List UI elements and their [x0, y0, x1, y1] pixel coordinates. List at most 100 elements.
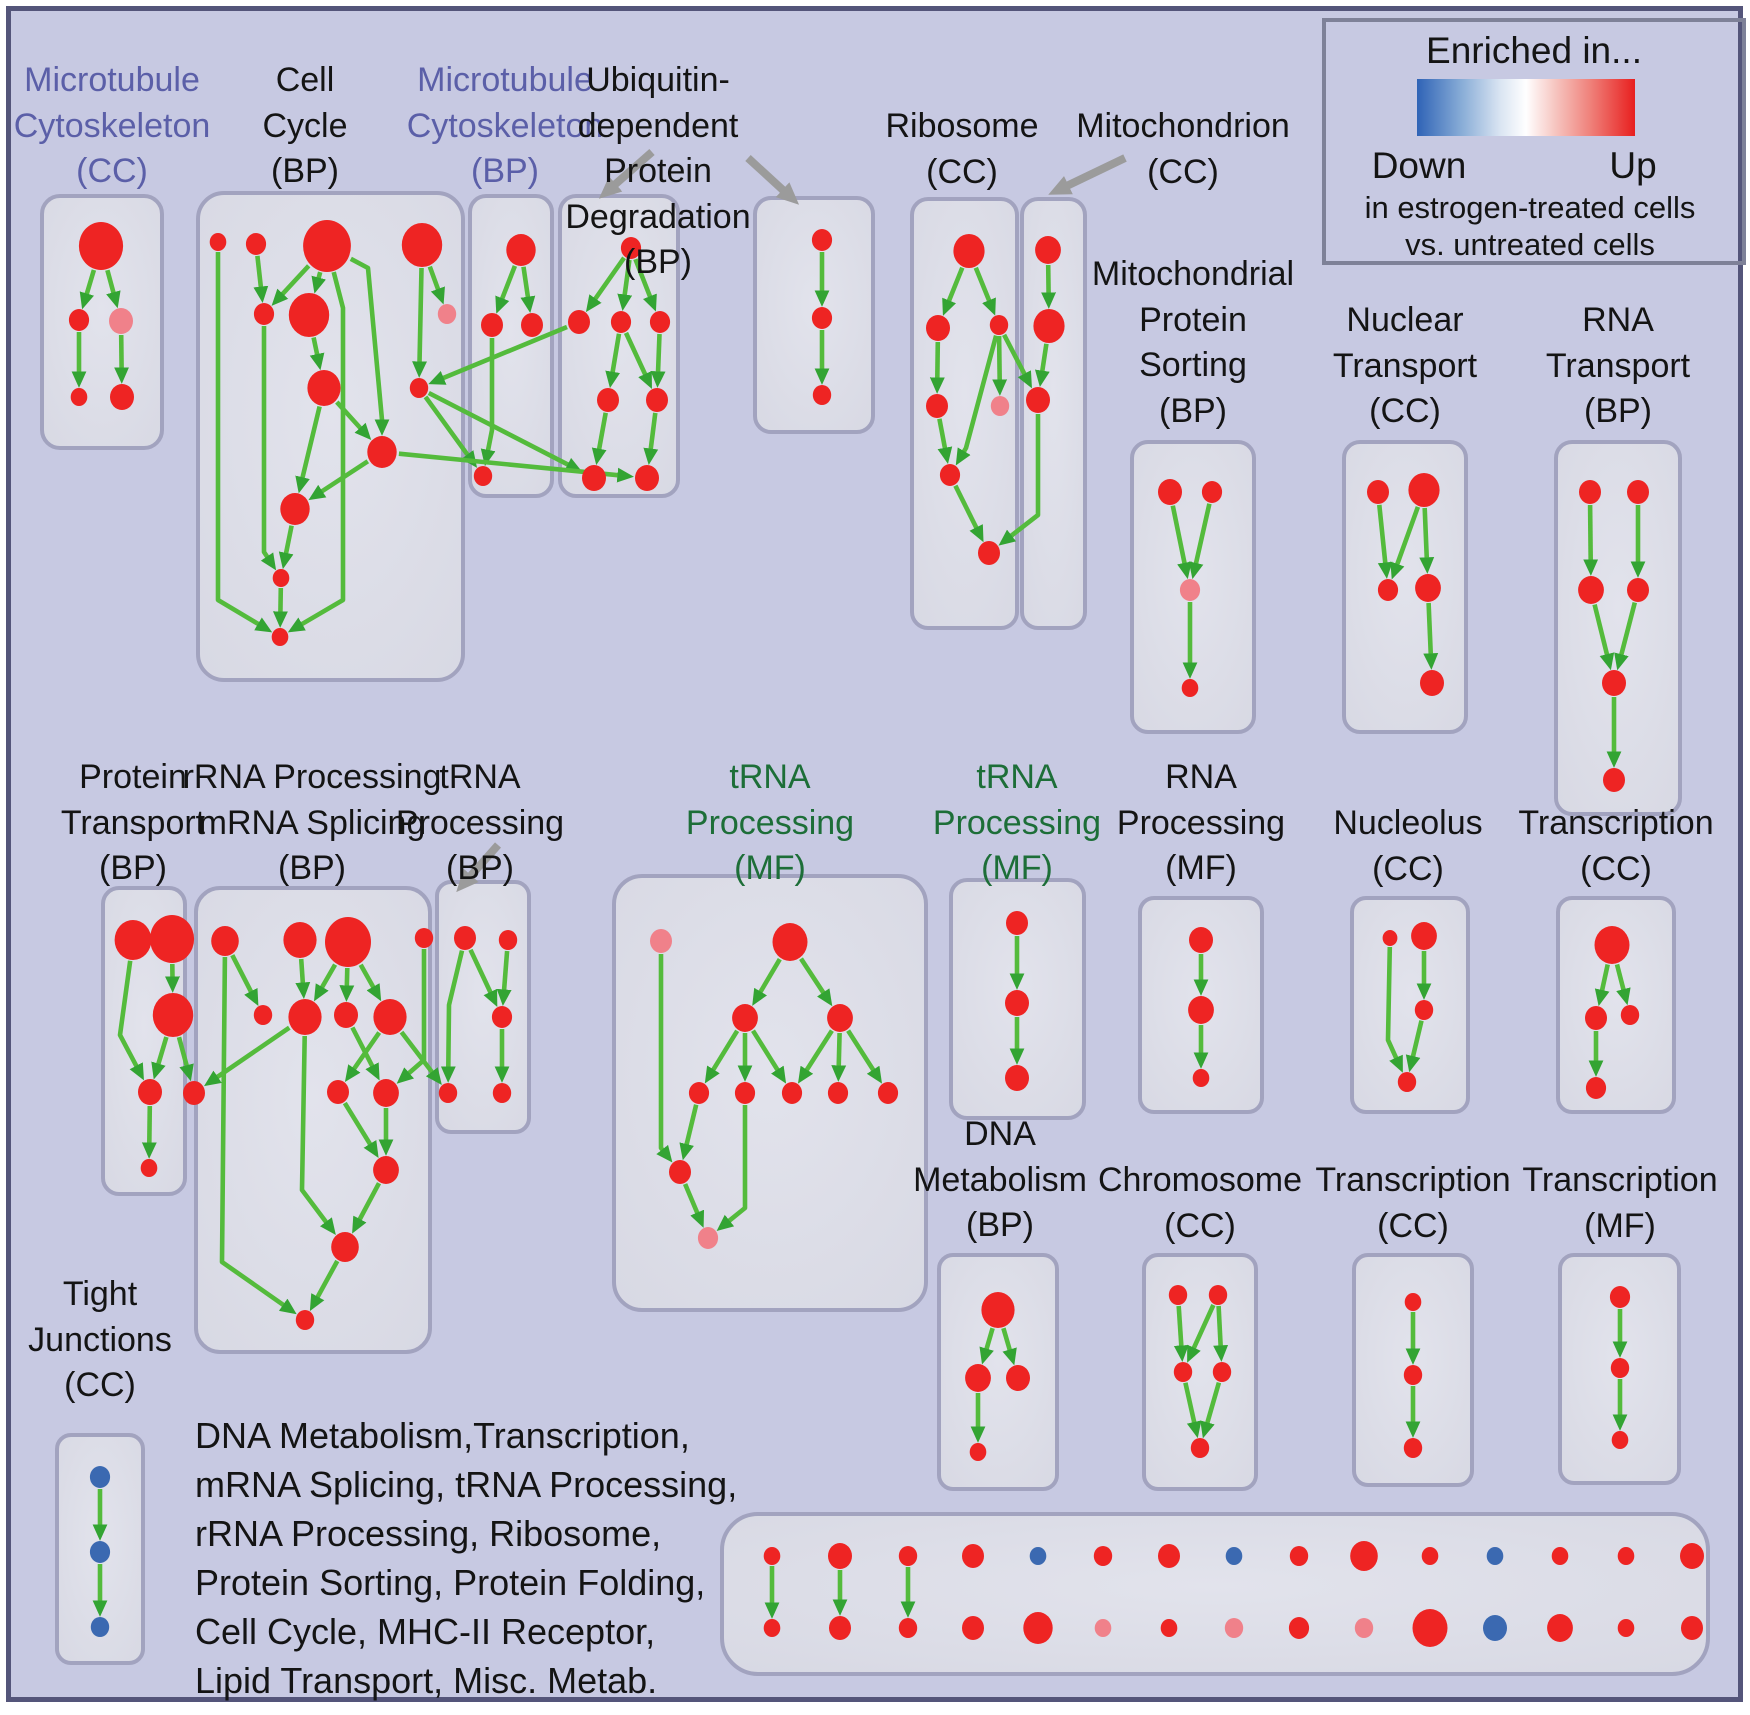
go-term-node-red — [1377, 579, 1399, 601]
edge-ubiquitin-degradation-1 — [650, 333, 666, 388]
label-mitochondrial-protein-sorting-bp: Mitochondrial Protein Sorting (BP) — [1091, 255, 1295, 430]
legend-title: Enriched in... — [1426, 30, 1642, 71]
legend-note-line1: in estrogen-treated cells — [1364, 190, 1696, 225]
go-term-node-red — [1412, 1609, 1448, 1647]
go-term-node-red — [327, 1080, 349, 1104]
edge-ubiquitin-degradation-1 — [605, 333, 622, 389]
label-microtubule-cytoskeleton-cc: Microtubule Cytoskeleton (CC) — [13, 61, 211, 191]
go-term-node-red — [498, 930, 518, 950]
edge-microtubule-cytoskeleton-bp — [520, 266, 536, 314]
label-trna-processing-mf-1: tRNA Processing (MF) — [685, 758, 855, 888]
edge-cell-cycle — [253, 255, 269, 304]
edge-cell-cycle — [311, 271, 326, 294]
go-term-node-red — [1035, 236, 1061, 264]
go-term-node-red — [303, 220, 351, 272]
go-term-node-red — [1158, 1544, 1180, 1568]
go-term-node-red — [325, 917, 371, 967]
go-term-node-blue — [90, 1617, 110, 1637]
go-term-node-red — [939, 464, 961, 486]
go-term-node-red — [1160, 1619, 1178, 1637]
label-ubiquitin-dependent-protein-degradation-bp: Ubiquitin- dependent Protein Degradation… — [565, 61, 751, 282]
go-term-node-red — [1192, 1069, 1210, 1087]
go-term-node-red — [280, 493, 310, 525]
go-term-node-red — [1579, 480, 1601, 504]
go-term-node-red — [1627, 578, 1649, 602]
go-term-node-red — [1414, 1000, 1434, 1020]
go-term-node-red — [1617, 1619, 1635, 1637]
go-term-node-red — [1421, 1547, 1439, 1565]
go-term-node-red — [811, 229, 833, 251]
go-term-node-red — [1201, 481, 1223, 503]
go-term-node-red — [138, 1079, 162, 1105]
go-term-node-red — [1288, 1617, 1310, 1639]
legend-box: Enriched in... Down Up in estrogen-treat… — [1322, 18, 1746, 265]
go-term-node-red — [582, 465, 606, 491]
edge-transcription-cc-row2 — [1594, 964, 1610, 1007]
group-box-transcription-cc-row2 — [1556, 896, 1676, 1114]
go-term-node-red — [1212, 1362, 1232, 1382]
edge-trna-processing-mf-1 — [831, 1032, 847, 1082]
go-term-node-red — [898, 1546, 918, 1566]
edge-ribosome-cc — [955, 335, 999, 466]
edge-cell-cycle — [412, 267, 427, 378]
go-term-node-red — [1208, 1285, 1228, 1305]
label-transcription-mf: Transcription (MF) — [1522, 1161, 1718, 1245]
edge-mitochondrial-protein-sorting — [1188, 503, 1212, 580]
go-term-node-red — [1188, 996, 1214, 1024]
go-term-node-red — [1602, 670, 1626, 696]
edge-rrna-processing-mrna-splicing — [309, 1259, 340, 1312]
group-box-nuclear-transport — [1342, 440, 1468, 734]
label-tight-junctions-cc: Tight Junctions (CC) — [28, 1275, 172, 1405]
edge-microtubule-cytoskeleton-bp — [495, 265, 518, 314]
go-term-node-pink — [650, 929, 672, 953]
go-term-node-red — [1578, 576, 1604, 604]
go-term-node-red — [1367, 480, 1389, 504]
edge-rrna-processing-mrna-splicing — [358, 963, 382, 1002]
go-term-node-red — [1026, 387, 1050, 413]
edge-cell-cycle — [309, 337, 325, 371]
label-microtubule-cytoskeleton-bp: Microtubule Cytoskeleton (BP) — [406, 61, 604, 191]
group-box-chromosome-cc — [1142, 1253, 1258, 1491]
edge-nucleolus-cc — [1385, 946, 1403, 1073]
go-term-node-red — [521, 313, 543, 337]
edge-trna-processing-mf-1 — [752, 958, 782, 1006]
edge-rrna-processing-mrna-splicing — [295, 958, 311, 999]
go-term-node-red — [1680, 1543, 1704, 1569]
go-term-node-blue — [89, 1466, 111, 1488]
go-term-node-red — [288, 999, 322, 1035]
go-term-node-red — [1609, 1286, 1631, 1308]
go-term-node-red — [953, 234, 985, 268]
go-term-node-red — [1023, 1612, 1053, 1644]
edge-trna-processing-mf-1 — [704, 1029, 740, 1084]
group-box-protein-transport — [101, 886, 187, 1196]
label-rna-transport-bp: RNA Transport (BP) — [1545, 301, 1691, 431]
go-term-node-red — [969, 1443, 987, 1461]
go-term-node-red — [1403, 1438, 1423, 1458]
go-term-node-pink — [1094, 1619, 1112, 1637]
go-term-node-red — [669, 1160, 691, 1184]
edge-mitochondrial-protein-sorting — [1170, 505, 1192, 580]
cross-edge-cell-cycle-to-ubiquitin-degradation-1 — [427, 390, 583, 473]
go-term-node-red — [373, 999, 407, 1035]
go-term-node-red — [1397, 1072, 1417, 1092]
edge-ubiquitin-degradation-1 — [617, 259, 633, 311]
go-term-node-red — [1173, 1362, 1193, 1382]
edge-ribosome-cc — [992, 335, 1008, 396]
label-mitochondrion-cc: Mitochondrion (CC) — [1076, 107, 1290, 191]
edge-rna-transport — [1614, 602, 1638, 671]
go-term-node-red — [140, 1159, 158, 1177]
go-term-node-red — [1006, 1365, 1030, 1391]
pointer-to-trna-bp-box — [456, 842, 501, 893]
go-term-node-red — [473, 466, 493, 486]
go-term-node-blue — [1029, 1547, 1047, 1565]
go-term-node-red — [454, 926, 476, 950]
label-transcription-cc-row2: Transcription (CC) — [1518, 804, 1714, 888]
label-trna-processing-bp: tRNA Processing (BP) — [395, 758, 565, 888]
edge-rrna-processing-mrna-splicing — [204, 1025, 291, 1087]
go-term-node-red — [1190, 1438, 1210, 1458]
go-term-node-red — [1603, 768, 1625, 792]
cross-edge-protein-transport-to-rrna-processing-mrna-splicing — [176, 1036, 194, 1082]
go-term-node-red — [781, 1082, 803, 1104]
